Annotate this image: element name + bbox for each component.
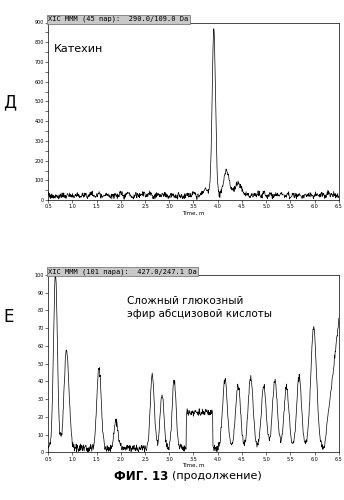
Text: ФИГ. 13: ФИГ. 13 [114,470,172,482]
Text: Катехин: Катехин [54,44,103,54]
Text: XIC МММ (101 пара):  427.0/247.1 Da: XIC МММ (101 пара): 427.0/247.1 Da [48,268,197,275]
Text: XIC МММ (45 пар):  290.0/109.0 Da: XIC МММ (45 пар): 290.0/109.0 Da [48,16,189,22]
Text: Сложный глюкозный
эфир абсцизовой кислоты: Сложный глюкозный эфир абсцизовой кислот… [127,296,272,320]
Text: Д: Д [3,94,17,112]
Text: Е: Е [3,308,14,326]
X-axis label: Time, m: Time, m [182,210,205,216]
X-axis label: Time, m: Time, m [182,463,205,468]
Text: (продолжение): (продолжение) [172,471,262,481]
